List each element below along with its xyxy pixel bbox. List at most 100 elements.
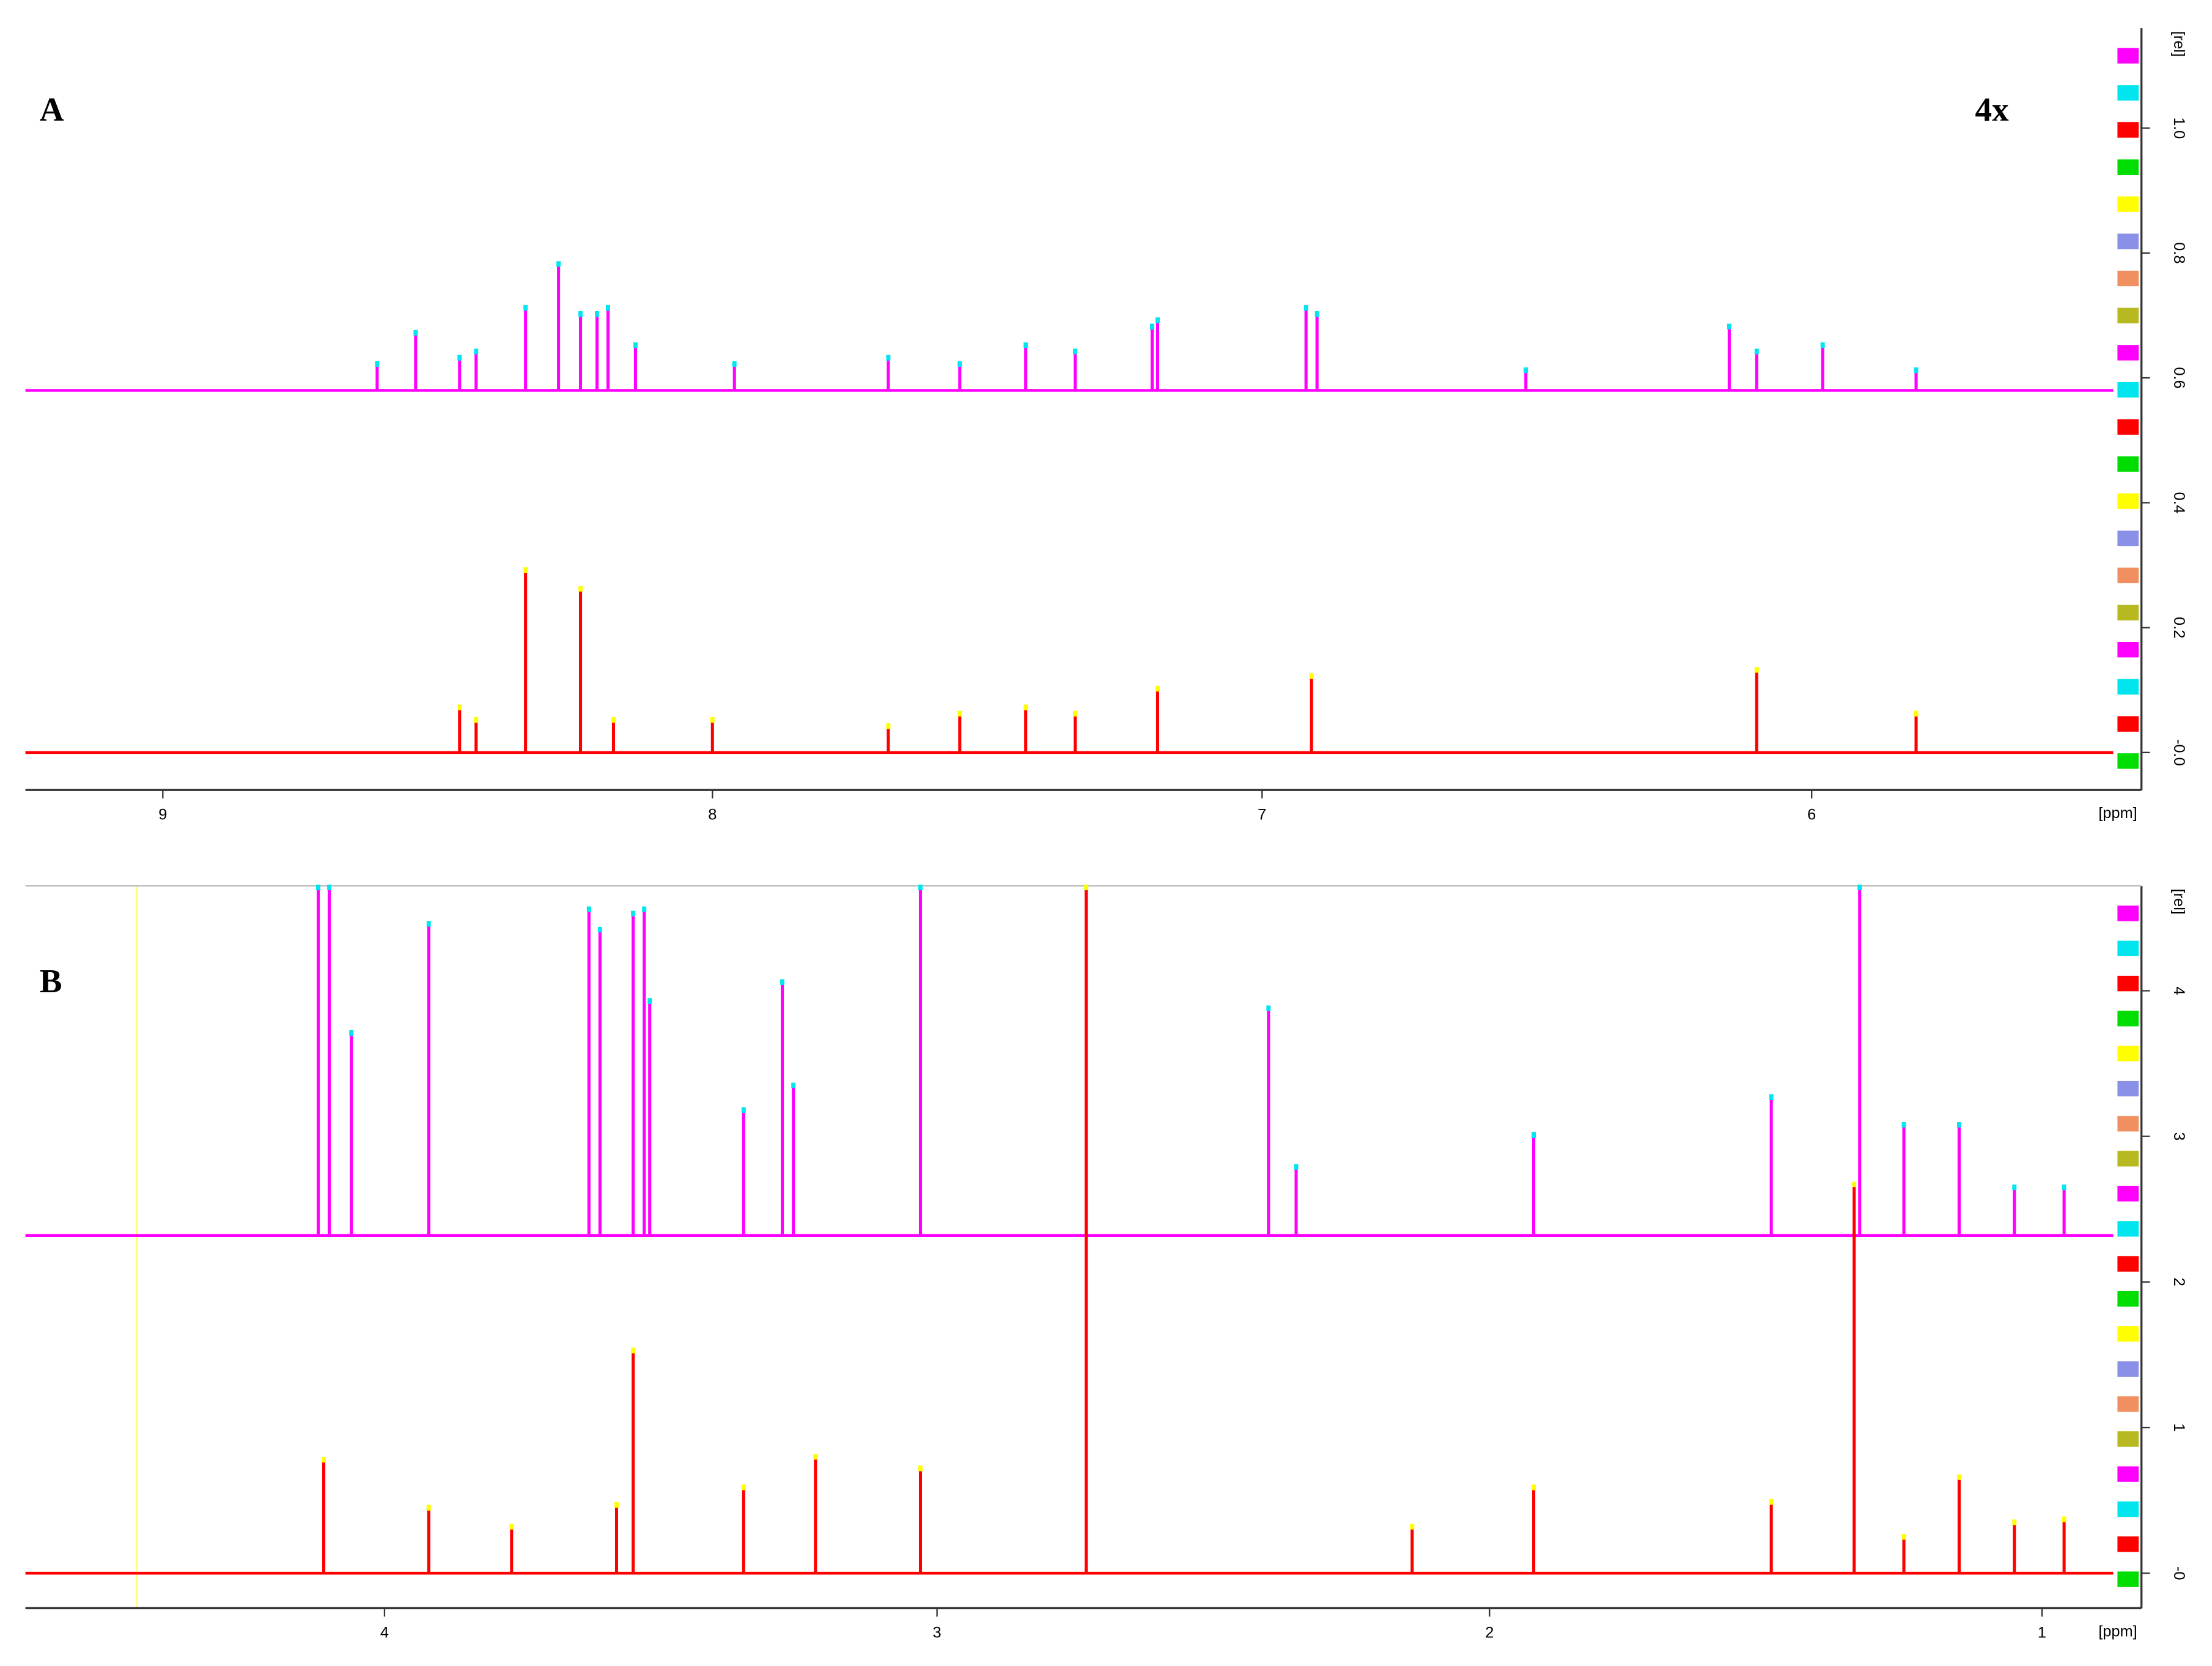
peak-tip: [1410, 1524, 1415, 1530]
y-axis-label: [rel]: [2170, 889, 2188, 915]
x-tick-label: 6: [1807, 806, 1816, 823]
peak-tip: [741, 1107, 746, 1113]
y-tick-label: 0.8: [2170, 242, 2188, 264]
y-tick-label: 0.2: [2170, 617, 2188, 638]
peak-tip: [1524, 367, 1528, 374]
color-marker: [2117, 381, 2139, 398]
peak-tip: [1155, 685, 1160, 692]
y-tick-label: 4: [2170, 986, 2188, 995]
peak-tip: [2062, 1516, 2066, 1522]
x-tick-label: 1: [2038, 1624, 2046, 1642]
peak-tip: [578, 311, 583, 317]
peak-tip: [586, 906, 591, 912]
peak-tip: [647, 998, 652, 1004]
y-tick-label: -0: [2170, 1566, 2188, 1580]
y-axis-label: [rel]: [2170, 31, 2188, 57]
peak-tip: [413, 330, 418, 336]
peak-tip: [426, 921, 431, 927]
peak-tip: [957, 710, 962, 717]
color-marker: [2117, 716, 2139, 732]
panel-label: A: [40, 90, 64, 128]
peak-tip: [1901, 1534, 1906, 1540]
color-marker: [2117, 1291, 2139, 1307]
peak-tip: [886, 355, 891, 361]
y-tick-label: -0.0: [2170, 739, 2188, 766]
peak-tip: [1857, 884, 1862, 891]
peak-tip: [1309, 673, 1314, 679]
x-axis-label: [ppm]: [2098, 805, 2137, 822]
peak-tip: [457, 355, 462, 361]
y-tick-label: 1.0: [2170, 117, 2188, 139]
y-tick-label: 1: [2170, 1423, 2188, 1432]
peak-tip: [1532, 1484, 1536, 1491]
peak-tip: [523, 304, 528, 311]
peak-tip: [349, 1030, 354, 1036]
peak-tip: [710, 717, 715, 723]
color-marker: [2117, 641, 2139, 658]
peak-tip: [631, 910, 636, 916]
color-marker: [2117, 1080, 2139, 1097]
color-marker: [2117, 1185, 2139, 1202]
peak-tip: [523, 567, 528, 573]
color-marker: [2117, 1361, 2139, 1377]
peak-tip: [957, 361, 962, 367]
peak-tip: [1155, 317, 1160, 323]
color-marker: [2117, 530, 2139, 547]
peak-tip: [1727, 323, 1731, 330]
color-marker: [2117, 1396, 2139, 1412]
peak-tip: [631, 1347, 636, 1354]
peak-tip: [1084, 884, 1089, 891]
x-tick-label: 8: [708, 806, 717, 823]
peak-tip: [1852, 1181, 1857, 1187]
peak-tip: [1294, 1164, 1299, 1170]
color-marker: [2117, 308, 2139, 323]
peak-tip: [614, 1502, 619, 1508]
peak-tip: [1956, 1122, 1961, 1128]
peak-tip: [732, 361, 737, 367]
color-marker: [2117, 1221, 2139, 1237]
y-tick-label: 2: [2170, 1278, 2188, 1286]
peak-tip: [918, 884, 923, 891]
color-marker: [2117, 905, 2139, 921]
peak-tip: [1914, 367, 1919, 374]
peak-tip: [578, 586, 583, 592]
peak-tip: [741, 1484, 746, 1491]
peak-tip: [1901, 1122, 1906, 1128]
peak-tip: [1914, 710, 1919, 717]
peak-tip: [1149, 323, 1154, 330]
y-tick-label: 3: [2170, 1132, 2188, 1141]
peak-tip: [597, 926, 602, 933]
x-tick-label: 9: [158, 806, 167, 823]
peak-tip: [1303, 304, 1308, 311]
peak-tip: [327, 884, 332, 891]
color-marker: [2117, 1045, 2139, 1061]
color-marker: [2117, 234, 2139, 249]
peak-tip: [509, 1524, 514, 1530]
peak-tip: [1754, 348, 1759, 355]
peak-tip: [426, 1505, 431, 1511]
color-marker: [2117, 493, 2139, 509]
color-marker: [2117, 1431, 2139, 1447]
color-marker: [2117, 605, 2139, 621]
peak-tip: [2012, 1184, 2017, 1190]
peak-tip: [1769, 1094, 1774, 1100]
color-marker: [2117, 270, 2139, 287]
peak-tip: [1023, 342, 1028, 348]
color-marker: [2117, 1536, 2139, 1552]
peak-tip: [316, 884, 320, 891]
peak-tip: [457, 704, 462, 710]
peak-tip: [2062, 1184, 2066, 1190]
color-marker: [2117, 679, 2139, 695]
peak-tip: [791, 1082, 796, 1089]
color-marker: [2117, 567, 2139, 583]
peak-tip: [1073, 710, 1078, 717]
peak-tip: [474, 348, 479, 355]
peak-tip: [886, 723, 891, 729]
color-marker: [2117, 196, 2139, 212]
peak-tip: [474, 717, 479, 723]
peak-tip: [611, 717, 616, 723]
peak-tip: [1266, 1005, 1271, 1011]
color-marker: [2117, 1011, 2139, 1027]
